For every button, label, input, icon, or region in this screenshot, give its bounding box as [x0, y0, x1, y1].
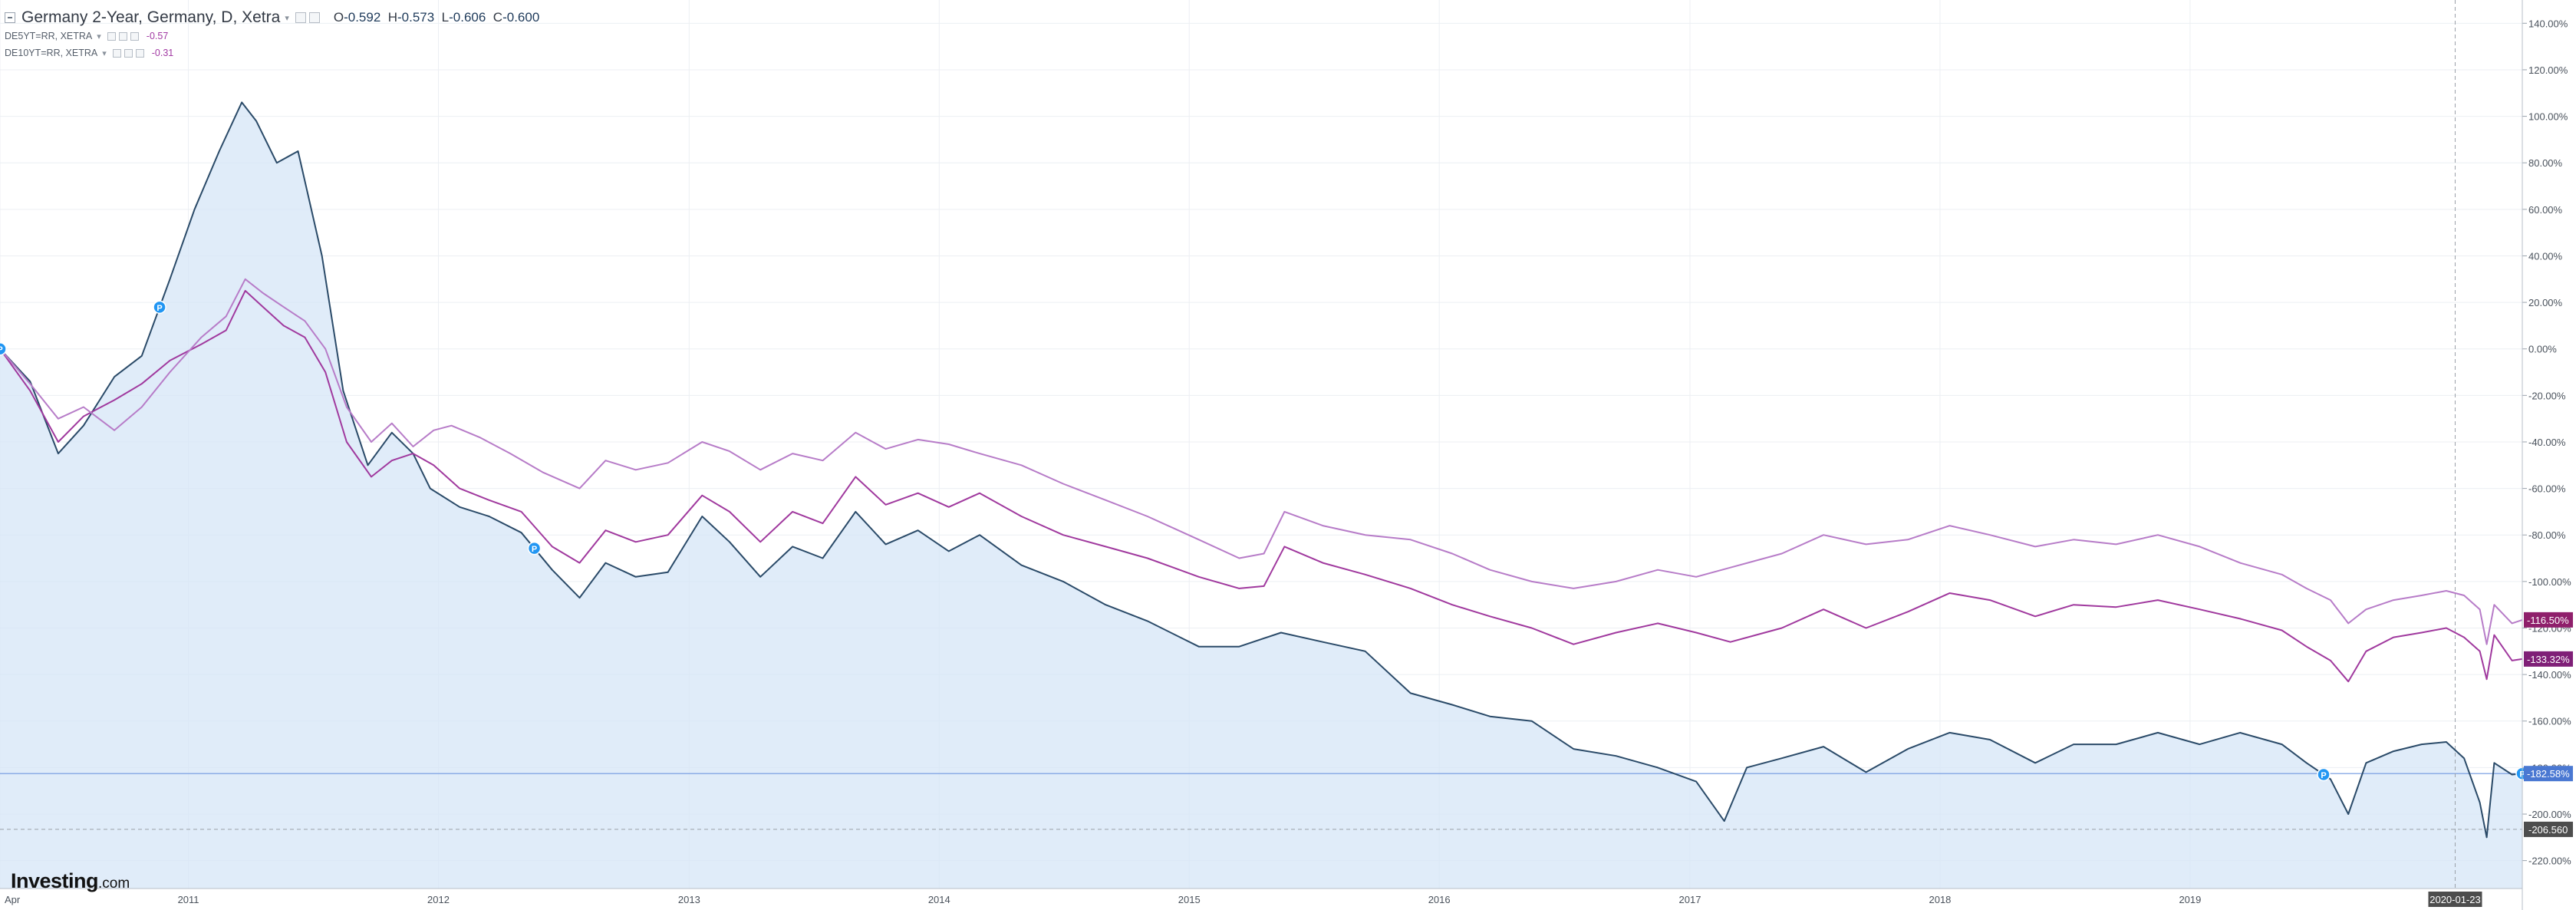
y-tick-label: 40.00%	[2528, 250, 2563, 262]
close-value: -0.600	[502, 10, 540, 25]
low-key: L	[441, 10, 450, 25]
high-key: H	[387, 10, 398, 25]
price-badges: -182.58% -133.32% -116.50% -206.560	[2524, 612, 2573, 837]
hide-icon[interactable]	[308, 12, 320, 23]
open-value: -0.592	[344, 10, 381, 25]
legend-series-a-row: DE5YT=RR, XETRA ▾ -0.57	[5, 28, 539, 45]
logo-suffix: .com	[98, 875, 130, 892]
y-tick-label: 120.00%	[2528, 64, 2568, 76]
ohlc-values: O-0.592 H-0.573 L-0.606 C-0.600	[334, 10, 539, 25]
x-tick-label: Apr	[5, 894, 21, 905]
reference-lines	[0, 0, 2522, 889]
series-line-1	[0, 289, 2523, 683]
event-marker-label-1: P	[156, 304, 162, 313]
legend-series-b-title[interactable]: DE10YT=RR, XETRA	[5, 48, 98, 58]
x-tick-label: 2014	[928, 894, 950, 905]
event-marker-3[interactable]	[2317, 767, 2331, 782]
x-tick-label: 2017	[1679, 894, 1701, 905]
event-marker-label-0: P	[0, 345, 3, 354]
x-tick-label: 2016	[1428, 894, 1451, 905]
crosshair-date-badge	[2428, 892, 2482, 907]
series-lines	[0, 101, 2523, 839]
y-tick-label: 60.00%	[2528, 204, 2563, 216]
y-tick-label: -160.00%	[2528, 716, 2571, 727]
y-tick-label: 100.00%	[2528, 111, 2568, 123]
legend-series-a-value: -0.57	[146, 31, 169, 41]
x-tick-label: 2013	[678, 894, 700, 905]
legend-series-b-row: DE10YT=RR, XETRA ▾ -0.31	[5, 45, 539, 61]
chevron-down-icon[interactable]: ▾	[285, 13, 289, 23]
series-badge-label-0: -182.58%	[2527, 768, 2570, 780]
y-tick-label: -60.00%	[2528, 483, 2566, 495]
collapse-legend-icon[interactable]	[5, 12, 15, 23]
high-value: -0.573	[397, 10, 435, 25]
y-tick-label: 140.00%	[2528, 18, 2568, 29]
close-icon[interactable]	[130, 31, 139, 41]
x-tick-label: 2012	[427, 894, 450, 905]
y-tick-label: -200.00%	[2528, 809, 2571, 820]
y-tick-label: 0.00%	[2528, 344, 2557, 355]
legend-main-row: Germany 2-Year, Germany, D, Xetra ▾ O-0.…	[5, 8, 539, 28]
y-tick-label: -40.00%	[2528, 437, 2566, 448]
event-marker-2[interactable]	[527, 541, 542, 556]
area-fill	[0, 102, 2522, 889]
chevron-down-icon[interactable]: ▾	[97, 31, 101, 41]
settings-icon[interactable]	[295, 12, 306, 23]
series-area-0	[0, 102, 2522, 889]
settings-icon[interactable]	[112, 48, 121, 58]
crosshair-value-label: -206.560	[2528, 824, 2568, 836]
hide-icon[interactable]	[124, 48, 133, 58]
event-marker-label-2: P	[532, 545, 537, 554]
low-value: -0.606	[449, 10, 486, 25]
logo-text: Investing	[11, 869, 99, 892]
series-badge-label-1: -133.32%	[2527, 654, 2570, 665]
close-key: C	[492, 10, 503, 25]
settings-icon[interactable]	[107, 31, 116, 41]
legend-series-b-value: -0.31	[151, 48, 174, 58]
investing-logo: Investing .com	[11, 869, 130, 893]
y-tick-label: -220.00%	[2528, 856, 2571, 867]
series-line-2	[0, 278, 2523, 645]
chart-legend: Germany 2-Year, Germany, D, Xetra ▾ O-0.…	[5, 8, 539, 61]
legend-series-a-title[interactable]: DE5YT=RR, XETRA	[5, 31, 93, 41]
series-badge-2	[2524, 612, 2573, 628]
y-tick-label: -20.00%	[2528, 390, 2566, 401]
x-tick-label: 2019	[2179, 894, 2201, 905]
x-tick-label: 2015	[1178, 894, 1201, 905]
close-icon[interactable]	[135, 48, 144, 58]
legend-main-title[interactable]: Germany 2-Year, Germany, D, Xetra	[21, 8, 281, 26]
event-marker-label-3: P	[2321, 771, 2326, 780]
chevron-down-icon[interactable]: ▾	[102, 48, 107, 58]
y-tick-label: 80.00%	[2528, 157, 2563, 169]
series-badge-label-2: -116.50%	[2527, 615, 2569, 626]
series-line-0	[0, 101, 2523, 839]
y-tick-label: -80.00%	[2528, 529, 2566, 541]
open-key: O	[333, 10, 344, 25]
x-tick-label: 2018	[1929, 894, 1951, 905]
y-tick-label: 20.00%	[2528, 297, 2563, 308]
hide-icon[interactable]	[118, 31, 127, 41]
event-marker-0[interactable]	[0, 341, 7, 356]
crosshair-date-label: 2020-01-23	[2429, 894, 2481, 905]
y-tick-label: -140.00%	[2528, 669, 2571, 681]
series-badge-1	[2524, 651, 2573, 667]
x-tick-label: 2011	[178, 894, 199, 905]
series-badge-0	[2524, 766, 2573, 782]
crosshair-value-badge	[2524, 821, 2573, 837]
y-tick-label: -100.00%	[2528, 576, 2571, 588]
event-marker-1[interactable]	[153, 300, 166, 315]
